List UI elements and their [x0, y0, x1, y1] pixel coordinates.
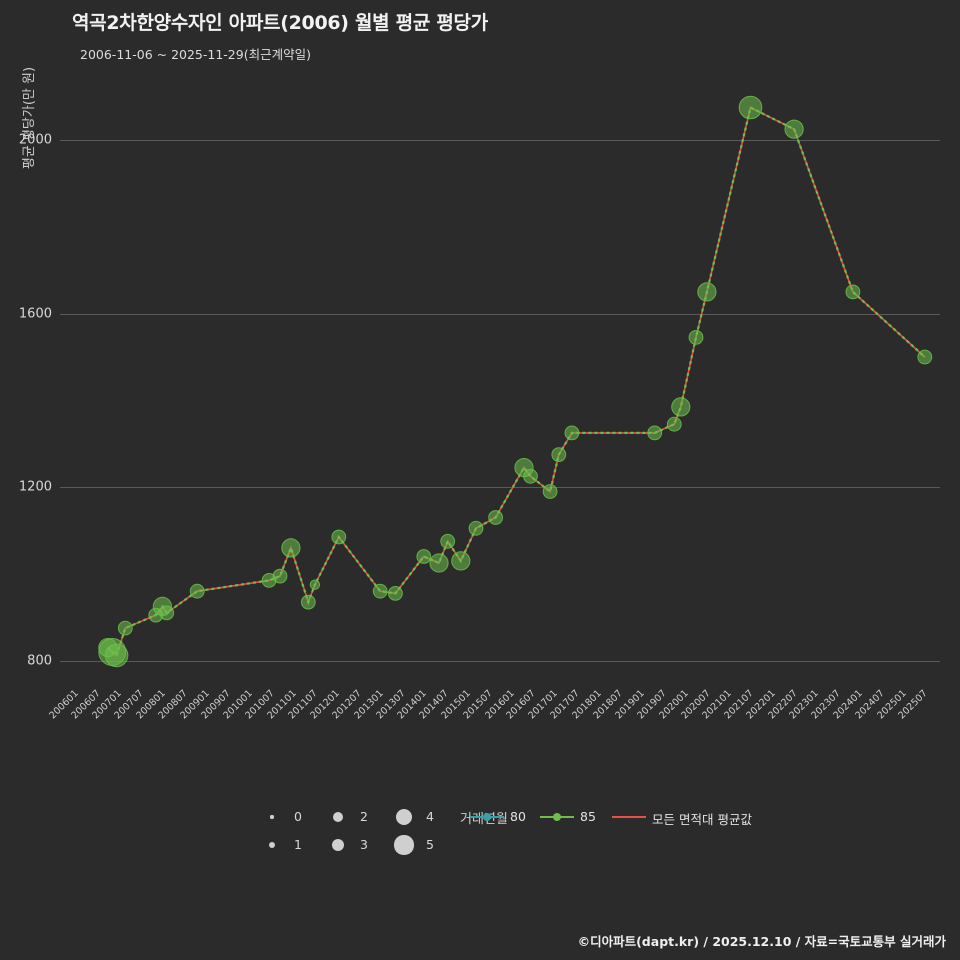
data-point	[372, 583, 388, 599]
data-point	[416, 549, 432, 564]
data-point	[523, 468, 538, 484]
data-point	[784, 119, 804, 139]
data-point	[331, 529, 347, 545]
gridline	[60, 660, 940, 662]
legend-size-label: 0	[294, 809, 302, 824]
data-point	[309, 579, 321, 590]
data-point	[697, 282, 717, 302]
y-tick-label: 1600	[18, 306, 52, 322]
data-point	[189, 583, 205, 599]
gridline	[60, 140, 940, 142]
data-point	[551, 447, 567, 463]
data-point	[281, 538, 301, 558]
legend-series-label: 모든 면적대 평균값	[652, 812, 752, 827]
legend-series-label: 85	[580, 809, 596, 824]
y-tick-label: 800	[27, 653, 52, 669]
data-point	[688, 330, 704, 345]
legend-size-label: 5	[426, 837, 434, 852]
legend-swatch	[540, 813, 574, 821]
chart-title: 역곡2차한양수자인 아파트(2006) 월별 평균 평당가	[72, 12, 488, 34]
data-point	[451, 551, 471, 571]
chart-subtitle: 2006-11-06 ~ 2025-11-29(최근계약일)	[80, 47, 311, 62]
series-line	[107, 106, 926, 657]
legend-size-dot	[394, 835, 414, 855]
legend-size-dot	[270, 815, 274, 819]
gridline	[60, 487, 940, 489]
data-point	[468, 520, 484, 536]
data-point	[647, 425, 663, 441]
data-point	[845, 284, 861, 300]
y-tick-label: 2000	[18, 132, 52, 148]
data-point	[159, 605, 175, 621]
y-tick-label: 1200	[18, 479, 52, 495]
plot-area: 평균 평당가(만 원) 800 1200 1600 2000 200601 200607…	[19, 67, 940, 827]
data-point	[666, 416, 682, 432]
data-point	[440, 533, 456, 549]
data-point	[488, 510, 504, 525]
legend-size-dot	[268, 841, 276, 849]
data-point	[104, 643, 129, 668]
data-point	[671, 397, 691, 417]
data-point	[300, 594, 316, 610]
legend-size-dot	[333, 812, 343, 822]
series-line	[107, 105, 926, 658]
data-point	[272, 568, 288, 584]
legend-size-label: 3	[360, 837, 368, 852]
data-point	[388, 586, 403, 601]
series-layer	[98, 95, 933, 668]
data-point	[429, 553, 449, 573]
legend-series-label: 80	[510, 809, 526, 824]
data-point	[542, 484, 558, 499]
legend-size-label: 4	[426, 809, 434, 824]
legend-size-label: 2	[360, 809, 368, 824]
data-point	[117, 620, 133, 636]
gridline	[60, 313, 940, 315]
legend-swatch	[612, 816, 646, 818]
legend-swatch	[470, 813, 504, 821]
data-point	[917, 349, 933, 365]
data-point	[738, 95, 763, 120]
footer-credit: ©디아파트(dapt.kr) / 2025.12.10 / 자료=국토교통부 실…	[577, 934, 946, 949]
chart-legend: 0 1 2 3 4 5 80 85 모든 면적대 평균값	[0, 795, 960, 855]
legend-size-label: 1	[294, 837, 302, 852]
legend-size-dot	[331, 838, 345, 852]
data-point	[564, 425, 580, 441]
legend-size-dot	[395, 808, 413, 826]
